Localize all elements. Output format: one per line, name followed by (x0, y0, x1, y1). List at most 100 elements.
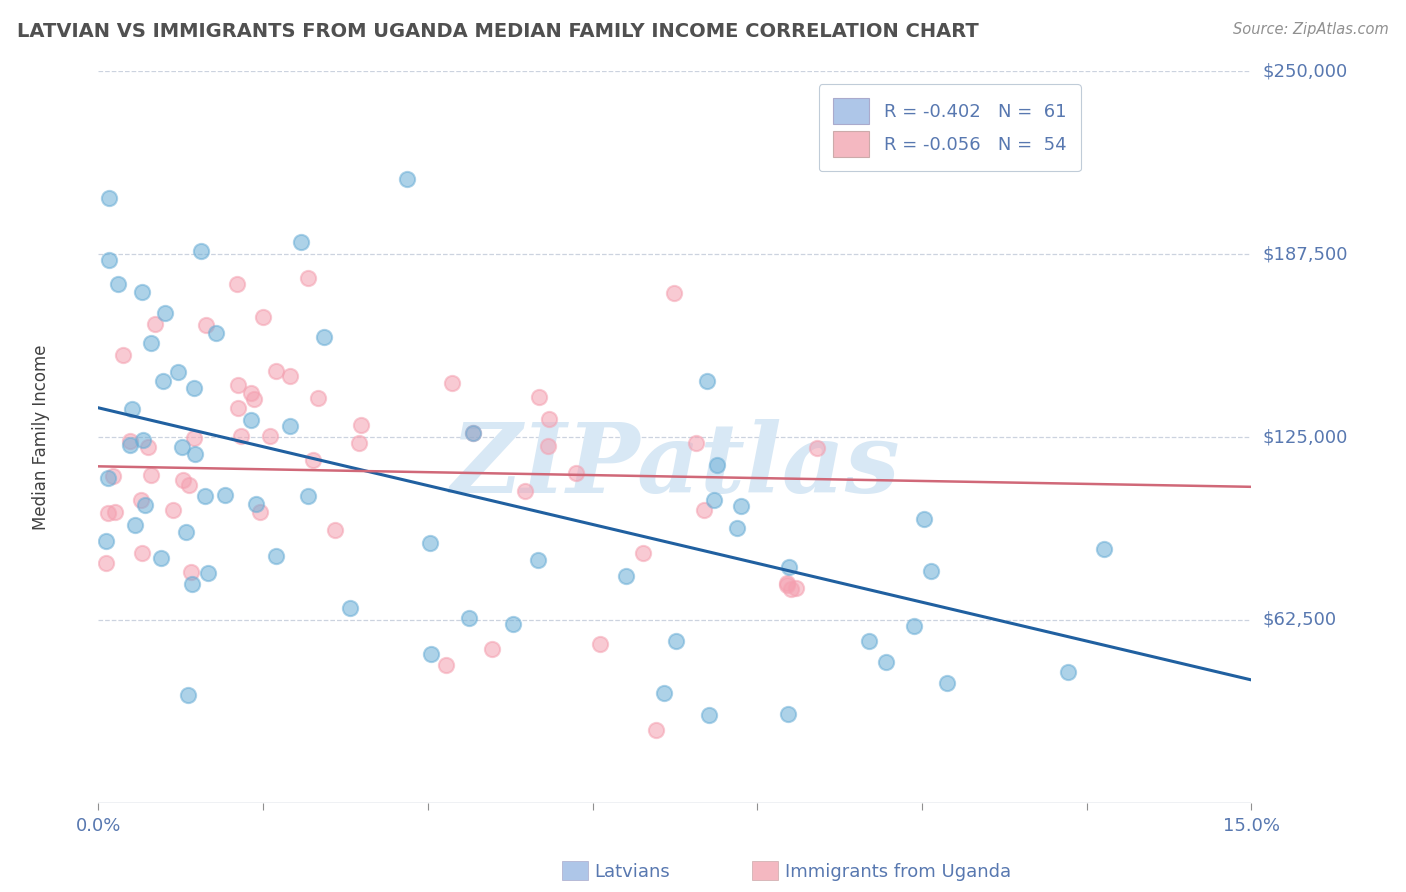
Point (177, 688, 200, 702)
Point (98, 252, 121, 267)
Point (806, 442, 828, 456)
Point (280, 419, 302, 434)
Point (240, 412, 263, 426)
Point (94, 556, 117, 570)
Point (778, 559, 800, 574)
Point (177, 478, 200, 492)
Point (693, 503, 716, 517)
Point (290, 235, 312, 250)
Point (240, 385, 263, 400)
Point (780, 582, 803, 596)
Point (134, 499, 156, 513)
Point (180, 565, 202, 579)
Point (120, 438, 142, 452)
Point (526, 553, 548, 567)
Point (97, 191, 120, 205)
Point (1056, 665, 1078, 680)
Text: $250,000: $250,000 (1263, 62, 1348, 80)
Point (1092, 541, 1115, 556)
Text: Latvians: Latvians (595, 863, 671, 881)
Point (395, 172, 418, 186)
Point (162, 503, 184, 517)
Point (297, 489, 319, 503)
Text: Immigrants from Uganda: Immigrants from Uganda (785, 863, 1011, 881)
Point (589, 637, 612, 651)
Point (172, 473, 194, 487)
Point (776, 576, 799, 591)
Point (776, 578, 799, 592)
Point (104, 506, 127, 520)
Point (183, 447, 205, 461)
Point (616, 569, 638, 583)
Point (652, 686, 675, 700)
Point (537, 438, 560, 452)
Point (301, 453, 323, 467)
Point (696, 375, 718, 389)
Point (565, 467, 588, 481)
Point (252, 310, 274, 324)
Point (143, 317, 166, 331)
Point (903, 619, 925, 633)
Point (107, 277, 129, 292)
Point (214, 488, 236, 502)
Point (249, 505, 271, 519)
Text: LATVIAN VS IMMIGRANTS FROM UGANDA MEDIAN FAMILY INCOME CORRELATION CHART: LATVIAN VS IMMIGRANTS FROM UGANDA MEDIAN… (17, 22, 979, 41)
Point (129, 492, 152, 507)
Point (631, 546, 654, 560)
Point (278, 368, 301, 383)
Point (259, 428, 281, 442)
Point (323, 523, 346, 537)
Point (245, 497, 267, 511)
Point (662, 286, 685, 301)
Point (538, 412, 561, 426)
Point (481, 641, 503, 656)
Text: ZIPatlas: ZIPatlas (450, 419, 900, 513)
Point (152, 374, 174, 388)
Point (226, 378, 249, 392)
Point (297, 271, 319, 285)
Text: $62,500: $62,500 (1263, 611, 1337, 629)
Point (858, 634, 880, 648)
Point (180, 577, 202, 591)
Point (776, 707, 799, 722)
Point (132, 434, 155, 448)
Point (205, 326, 228, 340)
Text: Median Family Income: Median Family Income (32, 344, 49, 530)
Point (170, 441, 193, 455)
Point (457, 611, 479, 625)
Point (111, 348, 134, 362)
Point (131, 546, 153, 560)
Point (308, 391, 330, 405)
Point (150, 551, 173, 566)
Point (103, 469, 125, 483)
Point (94, 533, 117, 548)
Point (529, 390, 551, 404)
Point (121, 401, 143, 416)
Text: Source: ZipAtlas.com: Source: ZipAtlas.com (1233, 22, 1389, 37)
Point (513, 483, 536, 498)
Point (875, 655, 897, 669)
Point (139, 335, 162, 350)
Point (131, 285, 153, 299)
Point (706, 458, 728, 473)
Point (139, 468, 162, 483)
Point (419, 647, 441, 661)
Point (419, 535, 441, 549)
Point (730, 499, 752, 513)
Point (645, 723, 668, 737)
Legend: R = -0.402   N =  61, R = -0.056   N =  54: R = -0.402 N = 61, R = -0.056 N = 54 (818, 84, 1081, 171)
Point (440, 376, 463, 390)
Text: $125,000: $125,000 (1263, 428, 1348, 446)
Point (463, 426, 485, 441)
Point (197, 566, 219, 581)
Point (912, 511, 935, 525)
Point (243, 392, 266, 406)
Point (339, 600, 361, 615)
Point (167, 366, 190, 380)
Point (697, 708, 720, 723)
Point (229, 429, 252, 443)
Point (153, 306, 176, 320)
Point (174, 525, 197, 540)
Point (190, 244, 212, 258)
Text: $187,500: $187,500 (1263, 245, 1348, 263)
